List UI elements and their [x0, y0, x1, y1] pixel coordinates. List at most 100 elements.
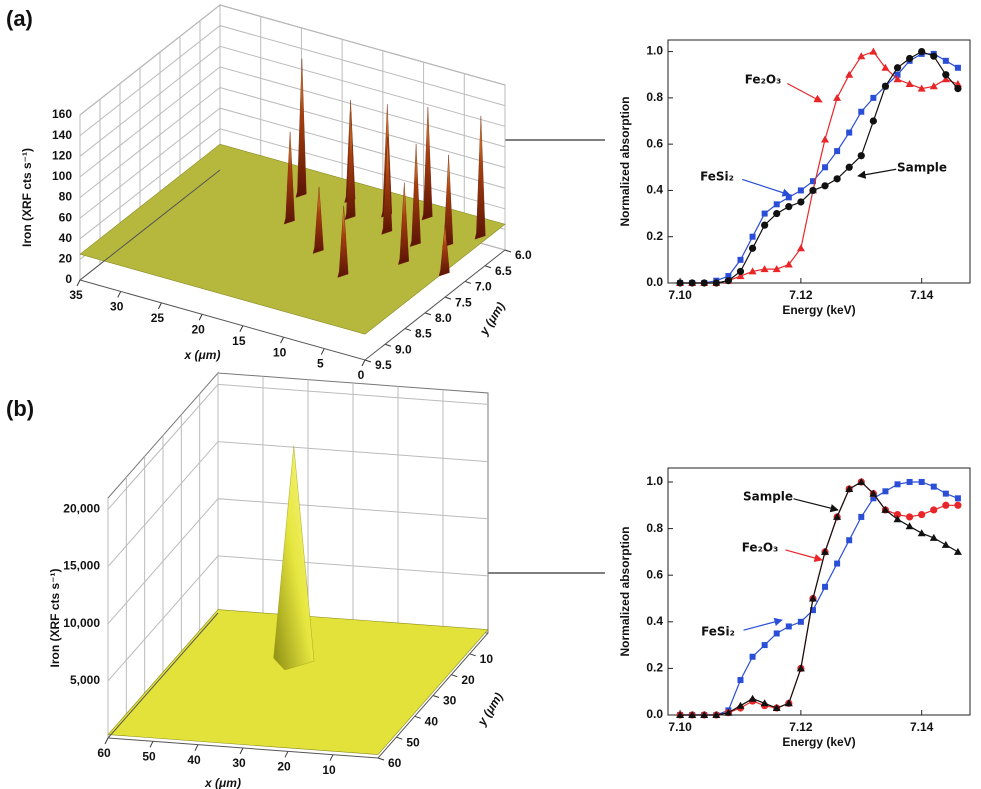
x-tick-label: 15: [232, 334, 246, 348]
x-tick-mark: [149, 741, 154, 748]
z-tick-label: 120: [52, 148, 72, 162]
x-tick-mark: [280, 336, 285, 344]
series-label-arrow: [793, 498, 839, 513]
x-tick-mark: [198, 314, 203, 321]
data-point: [700, 711, 709, 718]
data-point: [749, 653, 756, 660]
data-point: [881, 63, 890, 71]
data-point: [857, 478, 866, 485]
data-point: [833, 93, 842, 101]
y-tick-label: 1.0: [646, 474, 663, 488]
x-tick-mark: [329, 754, 334, 761]
data-point: [858, 108, 865, 115]
y-axis-label: y (μm): [474, 690, 505, 729]
data-point: [736, 272, 745, 280]
y-tick-mark: [377, 757, 385, 761]
surface-peak: [312, 186, 324, 254]
data-point: [809, 594, 817, 602]
x-tick-label: 50: [142, 750, 156, 764]
data-point: [761, 210, 768, 217]
x-tick-label: 10: [273, 345, 287, 359]
data-point: [941, 540, 950, 548]
data-point: [846, 537, 853, 544]
series-label-arrow: [743, 617, 783, 631]
data-point: [797, 198, 805, 206]
data-point: [724, 277, 733, 285]
data-point: [737, 677, 744, 684]
data-point: [905, 522, 914, 530]
x-axis-label: x (μm): [184, 348, 221, 362]
z-tick-label: 10,000: [63, 616, 100, 630]
data-point: [809, 186, 817, 195]
data-point: [822, 583, 829, 590]
y-axis-label: Normalized absorption: [618, 526, 632, 656]
data-point: [700, 279, 708, 287]
data-point: [736, 701, 745, 709]
x-tick-mark: [117, 291, 122, 298]
y-tick-mark: [464, 280, 472, 284]
data-point: [821, 182, 829, 190]
data-point: [942, 57, 949, 64]
z-tick-label: 100: [52, 169, 72, 183]
data-point: [676, 279, 684, 287]
data-point: [918, 478, 925, 485]
y-tick-label: 1.0: [646, 44, 663, 58]
y-tick-mark: [432, 695, 440, 698]
data-point: [893, 511, 902, 519]
y-tick-mark: [484, 265, 492, 269]
data-point: [809, 607, 816, 614]
data-point: [942, 490, 949, 497]
y-tick-label: 7.0: [475, 280, 492, 294]
z-tick-label: 40: [59, 231, 73, 245]
data-point: [785, 203, 793, 211]
z-tick-label: 0: [65, 272, 72, 286]
x-tick-label: 30: [110, 300, 124, 314]
data-point: [893, 515, 902, 523]
data-point: [857, 52, 866, 60]
x-tick-label: 7.12: [789, 720, 813, 734]
data-point: [930, 52, 938, 60]
data-point: [772, 265, 781, 273]
z-tick-label: 5,000: [70, 673, 100, 687]
data-point: [834, 560, 841, 567]
data-point: [869, 117, 877, 125]
x-tick-label: 7.14: [910, 720, 934, 734]
x-tick-label: 40: [187, 753, 201, 767]
data-point: [881, 82, 890, 90]
x-axis-label: x (μm): [204, 776, 241, 789]
surface-peak: [344, 111, 356, 221]
x-tick-mark: [76, 279, 81, 287]
x-tick-label: 35: [69, 288, 83, 302]
x-tick-label: 10: [322, 763, 336, 777]
x-tick-label: 20: [277, 760, 291, 774]
data-point: [773, 630, 780, 637]
data-point: [688, 279, 696, 287]
data-point: [797, 618, 804, 625]
data-point: [688, 711, 697, 718]
y-tick-label: 0.4: [646, 183, 663, 197]
data-point: [761, 642, 768, 649]
data-point: [821, 547, 829, 555]
data-point: [797, 187, 804, 194]
data-point: [893, 64, 902, 72]
data-point: [917, 84, 926, 92]
series-label: Fe₂O₃: [742, 541, 779, 555]
x-tick-label: 5: [317, 357, 324, 371]
panel-label: (b): [6, 396, 34, 421]
surface-peak: [438, 224, 450, 277]
x-tick-mark: [157, 302, 162, 310]
data-point: [893, 75, 902, 83]
z-tick-label: 15,000: [63, 559, 100, 573]
y-tick-mark: [396, 736, 403, 740]
y-tick-mark: [424, 312, 432, 316]
y-axis-label: Normalized absorption: [618, 96, 632, 226]
data-point: [894, 71, 901, 78]
y-tick-label: 6.0: [515, 248, 532, 262]
z-axis-label: Iron (XRF cts s⁻¹): [20, 148, 34, 247]
data-point: [870, 94, 877, 101]
data-point: [953, 80, 962, 87]
z-tick-label: 20,000: [63, 502, 100, 516]
surface-floor: [79, 143, 506, 335]
data-point: [846, 129, 853, 136]
data-point: [906, 513, 914, 521]
